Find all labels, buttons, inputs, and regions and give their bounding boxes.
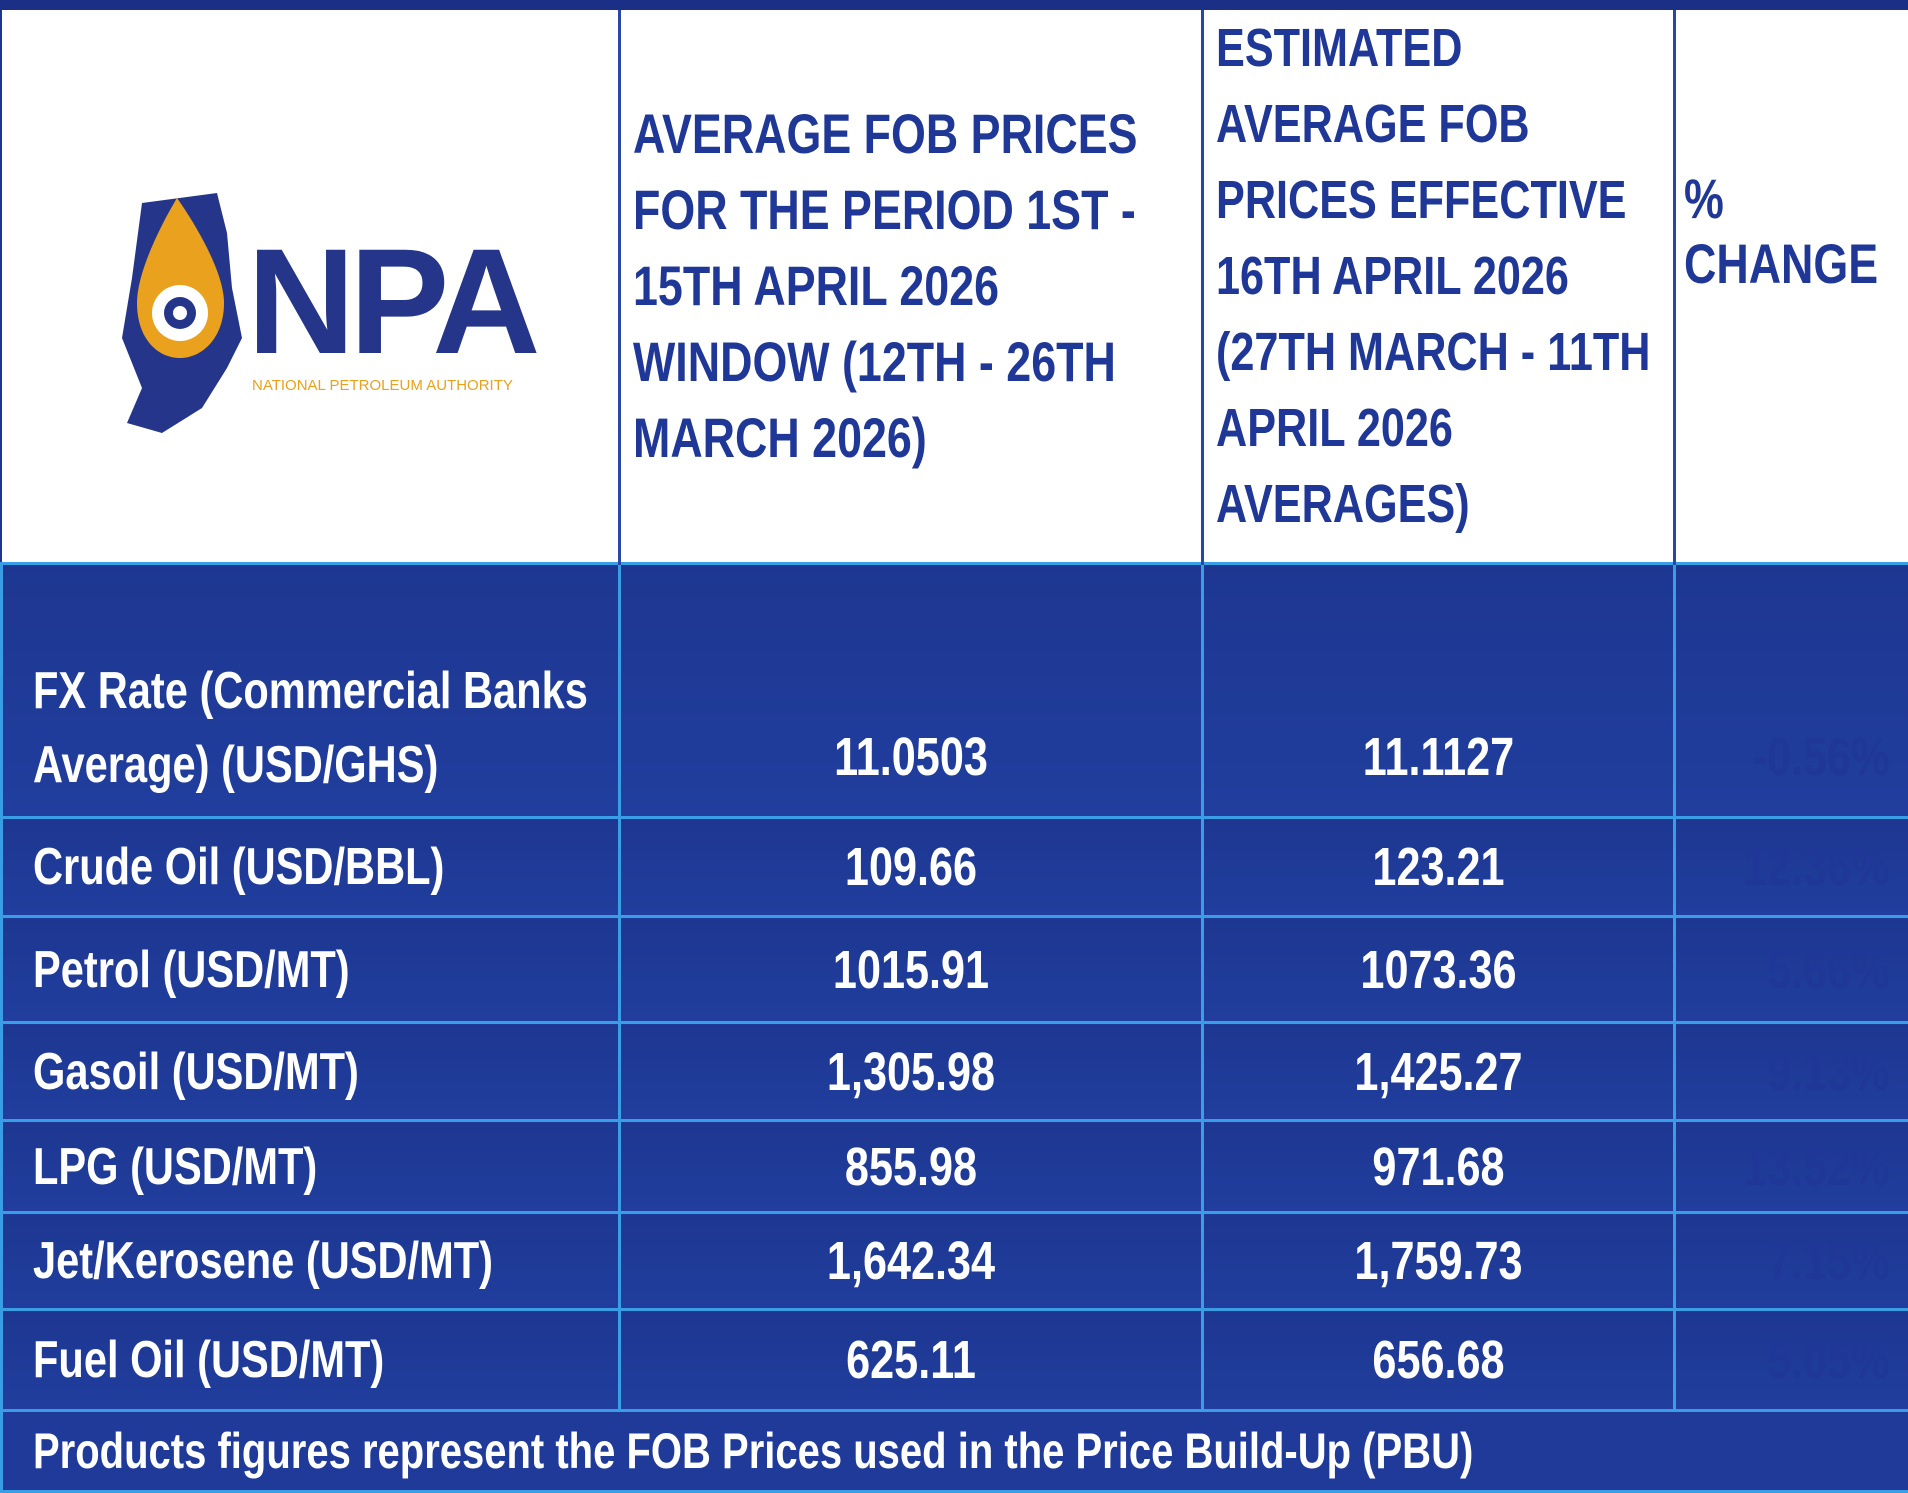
cell: 123.21	[1203, 818, 1675, 917]
cell-value: 12.36%	[1719, 830, 1890, 904]
cell: 855.98	[620, 1121, 1203, 1213]
cell: Gasoil (USD/MT)	[2, 1023, 620, 1121]
cell-value: 123.21	[1251, 830, 1626, 904]
row-label: Crude Oil (USD/BBL)	[33, 830, 618, 904]
header-text: % CHANGE	[1684, 166, 1908, 406]
cell-value: 9.13%	[1719, 1035, 1890, 1109]
cell-value: 5.05%	[1719, 1323, 1890, 1397]
cell: LPG (USD/MT)	[2, 1121, 620, 1213]
cell: 9.13%	[1675, 1023, 1908, 1121]
cell-value: 5.66%	[1719, 933, 1890, 1007]
cell-value: 1,425.27	[1251, 1035, 1626, 1109]
row-label: FX Rate (Commercial Banks Average) (USD/…	[33, 654, 618, 816]
header-cell: ESTIMATED AVERAGE FOB PRICES EFFECTIVE 1…	[1203, 10, 1675, 564]
cell: 11.1127	[1203, 564, 1675, 818]
data-row: Crude Oil (USD/BBL) 109.66 123.21 12.36%	[2, 818, 1908, 917]
data-row: FX Rate (Commercial Banks Average) (USD/…	[2, 564, 1908, 818]
cell: Fuel Oil (USD/MT)	[2, 1310, 620, 1411]
row-label: Petrol (USD/MT)	[33, 933, 618, 1007]
cell-value: 11.0503	[679, 720, 1143, 794]
footnote: Products figures represent the FOB Price…	[33, 1422, 1908, 1480]
cell: Jet/Kerosene (USD/MT)	[2, 1213, 620, 1310]
cell-value: 1015.91	[679, 933, 1143, 1007]
cell-value: 855.98	[679, 1130, 1143, 1204]
data-row: Gasoil (USD/MT) 1,305.98 1,425.27 9.13%	[2, 1023, 1908, 1121]
cell-value: 971.68	[1251, 1130, 1626, 1204]
cell: FX Rate (Commercial Banks Average) (USD/…	[2, 564, 620, 818]
row-label: LPG (USD/MT)	[33, 1130, 618, 1204]
logo-name: NATIONAL PETROLEUM AUTHORITY	[252, 377, 513, 394]
cell-value: 109.66	[679, 830, 1143, 904]
header-text: ESTIMATED AVERAGE FOB PRICES EFFECTIVE 1…	[1216, 10, 1672, 562]
cell: Crude Oil (USD/BBL)	[2, 818, 620, 917]
cell: 971.68	[1203, 1121, 1675, 1213]
cell: Petrol (USD/MT)	[2, 917, 620, 1023]
header-row: NPA NATIONAL PETROLEUM AUTHORITY AVERAGE…	[2, 10, 1908, 564]
cell: 1,759.73	[1203, 1213, 1675, 1310]
data-row: Jet/Kerosene (USD/MT) 1,642.34 1,759.73 7.1…	[2, 1213, 1908, 1310]
cell: 13.52%	[1675, 1121, 1908, 1213]
footnote-row: Products figures represent the FOB Price…	[2, 1411, 1908, 1492]
cell-value: 7.15%	[1719, 1224, 1890, 1298]
cell: 5.05%	[1675, 1310, 1908, 1411]
header-cell: AVERAGE FOB PRICES FOR THE PERIOD 1ST - …	[620, 10, 1203, 564]
footnote-cell: Products figures represent the FOB Price…	[2, 1411, 1908, 1492]
row-label: Fuel Oil (USD/MT)	[33, 1323, 618, 1397]
cell-value: 1,642.34	[679, 1224, 1143, 1298]
logo-acronym: NPA	[247, 217, 537, 385]
cell: 1015.91	[620, 917, 1203, 1023]
cell: 625.11	[620, 1310, 1203, 1411]
cell: -0.56%	[1675, 564, 1908, 818]
cell: 109.66	[620, 818, 1203, 917]
cell: 1073.36	[1203, 917, 1675, 1023]
cell: 12.36%	[1675, 818, 1908, 917]
logo: NPA NATIONAL PETROLEUM AUTHORITY	[2, 38, 620, 529]
cell-value: 1,759.73	[1251, 1224, 1626, 1298]
cell-value: 1,305.98	[679, 1035, 1143, 1109]
cell-value: 13.52%	[1719, 1130, 1890, 1204]
data-row: Fuel Oil (USD/MT) 625.11 656.68 5.05%	[2, 1310, 1908, 1411]
header-text: AVERAGE FOB PRICES FOR THE PERIOD 1ST - …	[633, 96, 1193, 476]
page: NPA NATIONAL PETROLEUM AUTHORITY AVERAGE…	[0, 0, 1908, 1389]
row-label: Jet/Kerosene (USD/MT)	[33, 1224, 618, 1298]
cell-value: 1073.36	[1251, 933, 1626, 1007]
cell: 1,425.27	[1203, 1023, 1675, 1121]
cell: 5.66%	[1675, 917, 1908, 1023]
cell: 1,642.34	[620, 1213, 1203, 1310]
pupil-center	[173, 306, 187, 320]
logo-cell: NPA NATIONAL PETROLEUM AUTHORITY	[2, 10, 620, 564]
row-label: Gasoil (USD/MT)	[33, 1035, 618, 1109]
cell-value: 625.11	[679, 1323, 1143, 1397]
cell: 11.0503	[620, 564, 1203, 818]
cell: 656.68	[1203, 1310, 1675, 1411]
cell-value: -0.56%	[1719, 720, 1890, 794]
data-row: LPG (USD/MT) 855.98 971.68 13.52%	[2, 1121, 1908, 1213]
cell-value: 11.1127	[1251, 720, 1626, 794]
cell-value: 656.68	[1251, 1323, 1626, 1397]
cell: 7.15%	[1675, 1213, 1908, 1310]
cell: 1,305.98	[620, 1023, 1203, 1121]
data-row: Petrol (USD/MT) 1015.91 1073.36 5.66%	[2, 917, 1908, 1023]
header-cell: % CHANGE	[1675, 10, 1908, 564]
price-table: NPA NATIONAL PETROLEUM AUTHORITY AVERAGE…	[0, 10, 1908, 1493]
